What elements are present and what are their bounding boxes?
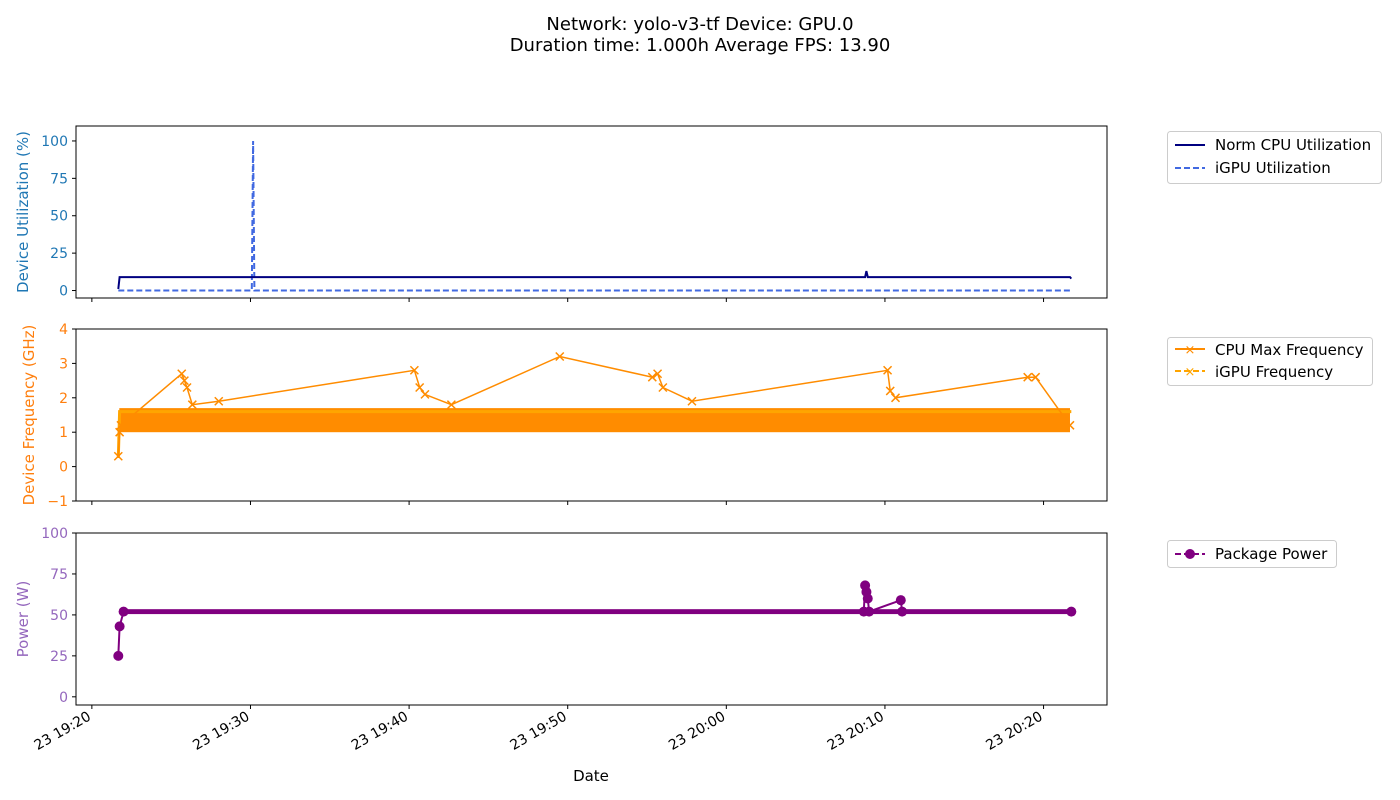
x-tick-label: 23 20:00 bbox=[666, 709, 728, 754]
x-tick-label: 23 19:50 bbox=[507, 709, 569, 754]
cpu-max-frequency-point bbox=[214, 396, 224, 406]
y-tick-label: 0 bbox=[59, 284, 68, 300]
frequency-y-axis-label: Device Frequency (GHz) bbox=[20, 325, 38, 506]
y-tick-label: 2 bbox=[59, 391, 68, 407]
cpu-max-frequency-point bbox=[1031, 372, 1041, 382]
legend-frequency: × CPU Max Frequency × iGPU Frequency bbox=[1167, 337, 1373, 386]
y-tick-label: 50 bbox=[50, 209, 68, 225]
y-tick-label: 75 bbox=[50, 171, 68, 187]
legend-package-power-marker bbox=[1185, 549, 1195, 559]
legend-cpu-max-frequency-label: CPU Max Frequency bbox=[1215, 341, 1364, 359]
package-power-point bbox=[1066, 606, 1077, 617]
cpu-max-frequency-point bbox=[890, 393, 901, 403]
cpu-max-frequency-point bbox=[116, 420, 126, 430]
package-power-point bbox=[118, 606, 129, 617]
igpu-utilization-line bbox=[118, 140, 1072, 292]
y-tick-label: −1 bbox=[47, 494, 68, 510]
cpu-max-frequency-point bbox=[182, 382, 192, 393]
package-power-point bbox=[897, 606, 908, 617]
y-tick-label: 0 bbox=[59, 690, 68, 706]
chart-title-line-1: Network: yolo-v3-tf Device: GPU.0 bbox=[546, 14, 853, 35]
utilization-panel: Device Utilization (%) 0 25 50 75 100 bbox=[14, 125, 1108, 300]
legend-frequency-box bbox=[1167, 337, 1373, 386]
norm-cpu-utilization-line bbox=[117, 270, 1073, 290]
legend-igpu-frequency-marker: × bbox=[1185, 365, 1196, 380]
frequency-plot-frame bbox=[75, 328, 1108, 502]
x-tick-label: 23 19:40 bbox=[349, 709, 411, 754]
cpu-max-frequency-point bbox=[658, 382, 668, 393]
x-tick-label: 23 20:20 bbox=[983, 709, 1045, 754]
y-tick-label: 50 bbox=[50, 608, 68, 624]
chart-title-line-2: Duration time: 1.000h Average FPS: 13.90 bbox=[510, 35, 891, 56]
legend-package-power-label: Package Power bbox=[1215, 545, 1328, 563]
cpu-max-frequency-line bbox=[117, 355, 1071, 457]
x-tick-label: 23 20:10 bbox=[825, 709, 887, 754]
package-power-point bbox=[864, 606, 875, 617]
legend-igpu-frequency-label: iGPU Frequency bbox=[1215, 363, 1333, 381]
cpu-max-frequency-point bbox=[420, 389, 430, 399]
package-power-point bbox=[895, 595, 906, 606]
y-tick-label: 100 bbox=[41, 134, 68, 150]
cpu-max-frequency-point bbox=[113, 451, 123, 461]
x-tick-label: 23 19:20 bbox=[32, 709, 94, 754]
cpu-max-frequency-point bbox=[446, 400, 456, 410]
cpu-max-frequency-point bbox=[883, 365, 893, 375]
x-axis-label: Date bbox=[573, 767, 609, 785]
cpu-max-frequency-point bbox=[1065, 420, 1075, 430]
cpu-max-frequency-point bbox=[885, 386, 895, 396]
y-tick-label: 25 bbox=[50, 649, 68, 665]
package-power-point bbox=[113, 650, 124, 661]
cpu-max-frequency-point bbox=[647, 372, 657, 382]
package-power-point bbox=[114, 621, 125, 632]
cpu-max-frequency-point bbox=[177, 369, 187, 379]
legend-igpu-utilization-label: iGPU Utilization bbox=[1215, 159, 1331, 177]
legend-utilization: Norm CPU Utilization iGPU Utilization bbox=[1167, 131, 1382, 184]
utilization-y-axis-label: Device Utilization (%) bbox=[14, 131, 32, 293]
legend-cpu-max-frequency-marker: × bbox=[1185, 343, 1196, 358]
legend-power-box bbox=[1167, 540, 1337, 568]
legend-utilization-box bbox=[1167, 131, 1382, 184]
y-tick-label: 4 bbox=[59, 322, 68, 338]
frequency-panel: Device Frequency (GHz) −1 0 1 2 3 4 bbox=[20, 322, 1108, 510]
power-y-axis-label: Power (W) bbox=[14, 581, 32, 658]
power-panel: Power (W) 0 25 50 75 100 bbox=[14, 526, 1108, 706]
legend-power: Package Power bbox=[1167, 540, 1337, 568]
package-power-point bbox=[862, 593, 873, 604]
cpu-max-frequency-point bbox=[687, 396, 697, 406]
package-power-line bbox=[117, 585, 1072, 656]
cpu-max-frequency-point bbox=[409, 365, 419, 375]
cpu-max-frequency-point bbox=[115, 427, 125, 437]
y-tick-label: 100 bbox=[41, 526, 68, 542]
x-tick-label: 23 19:30 bbox=[190, 709, 252, 754]
power-plot-frame bbox=[75, 532, 1108, 706]
y-tick-label: 0 bbox=[59, 460, 68, 476]
cpu-max-frequency-point bbox=[187, 400, 197, 410]
y-tick-label: 3 bbox=[59, 356, 68, 372]
cpu-max-frequency-point bbox=[653, 369, 663, 379]
legend-norm-cpu-utilization-label: Norm CPU Utilization bbox=[1215, 136, 1371, 154]
cpu-max-frequency-point bbox=[555, 351, 565, 362]
y-tick-label: 25 bbox=[50, 246, 68, 262]
y-tick-label: 1 bbox=[59, 425, 68, 441]
y-tick-label: 75 bbox=[50, 567, 68, 583]
cpu-max-frequency-point bbox=[415, 382, 425, 393]
cpu-max-frequency-point bbox=[1023, 372, 1033, 382]
utilization-plot-frame bbox=[75, 125, 1108, 299]
cpu-max-frequency-point bbox=[179, 376, 189, 386]
